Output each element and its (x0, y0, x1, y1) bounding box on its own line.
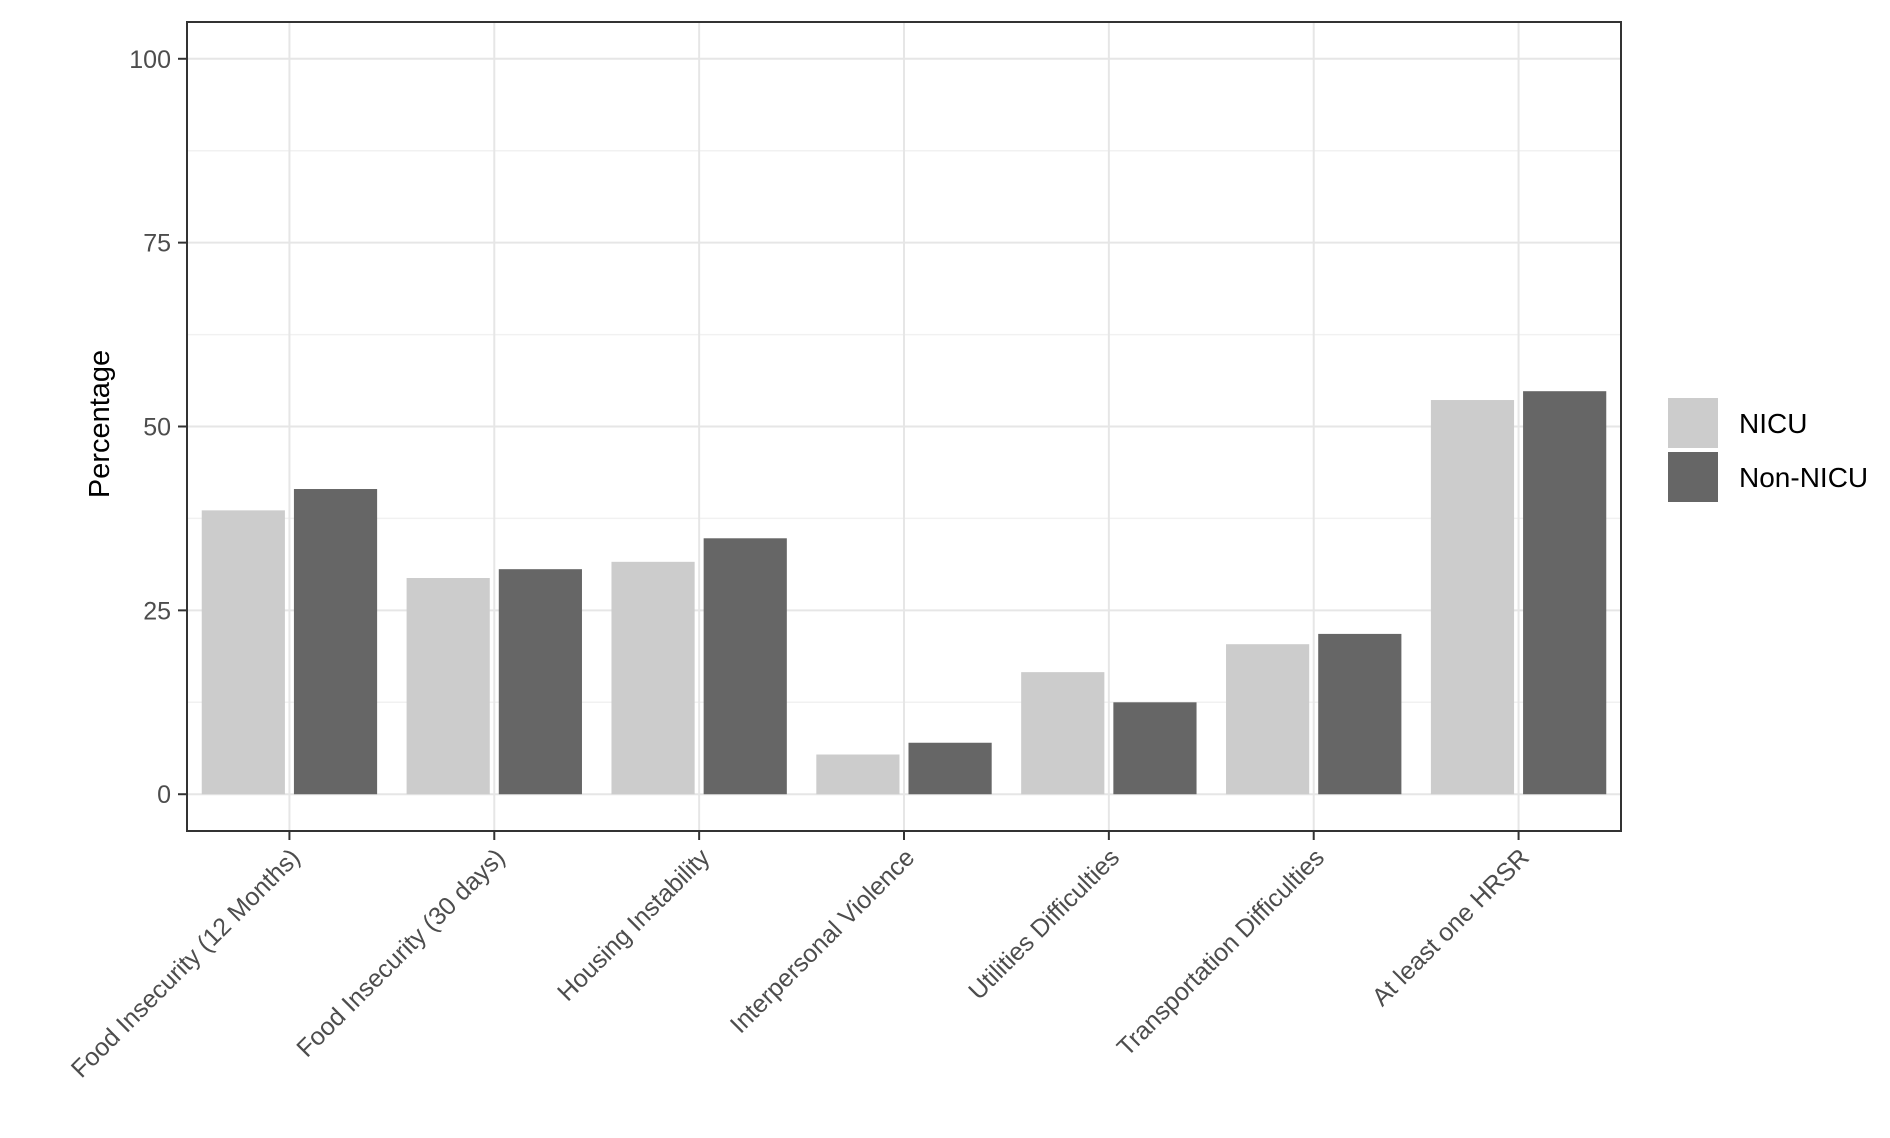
x-tick-label: Housing Instability (552, 843, 716, 1007)
x-tick-label: Food Insecurity (30 days) (291, 843, 510, 1062)
bar-non-nicu-1 (498, 569, 582, 795)
x-tick-label: Food Insecurity (12 Months) (66, 843, 306, 1083)
bar-non-nicu-6 (1523, 391, 1607, 795)
y-axis: 0 25 50 75 100 (129, 46, 187, 809)
bar-nicu-6 (1430, 400, 1515, 795)
bar-non-nicu-4 (1113, 702, 1197, 795)
legend-label-non-nicu: Non-NICU (1739, 462, 1868, 493)
bar-nicu-5 (1226, 644, 1310, 795)
y-tick-label: 50 (143, 414, 171, 442)
y-tick-label: 75 (143, 230, 171, 258)
bar-nicu-3 (816, 754, 900, 795)
bar-nicu-1 (406, 578, 490, 795)
x-tick-label: At least one HRSR (1367, 843, 1535, 1011)
bars (201, 391, 1607, 795)
bar-non-nicu-5 (1318, 633, 1402, 795)
y-axis-title: Percentage (84, 350, 116, 498)
bar-nicu-2 (611, 561, 695, 795)
y-tick-label: 25 (143, 597, 171, 625)
legend-label-nicu: NICU (1739, 408, 1807, 439)
grid-lines (187, 22, 1621, 831)
x-axis: Food Insecurity (12 Months)Food Insecuri… (66, 831, 1535, 1083)
x-tick-label: Utilities Difficulties (963, 843, 1125, 1005)
y-tick-label: 100 (129, 46, 171, 74)
bar-non-nicu-0 (293, 489, 378, 795)
legend: NICU Non-NICU (1668, 398, 1868, 502)
bar-non-nicu-2 (703, 538, 787, 795)
legend-key-non-nicu (1668, 452, 1718, 502)
bar-nicu-4 (1021, 672, 1105, 795)
bar-nicu-0 (201, 510, 285, 795)
x-tick-label: Transportation Difficulties (1112, 843, 1330, 1061)
y-tick-label: 0 (157, 781, 171, 809)
legend-key-nicu (1668, 398, 1718, 448)
bar-non-nicu-3 (908, 742, 992, 795)
x-tick-label: Interpersonal Violence (725, 843, 920, 1038)
